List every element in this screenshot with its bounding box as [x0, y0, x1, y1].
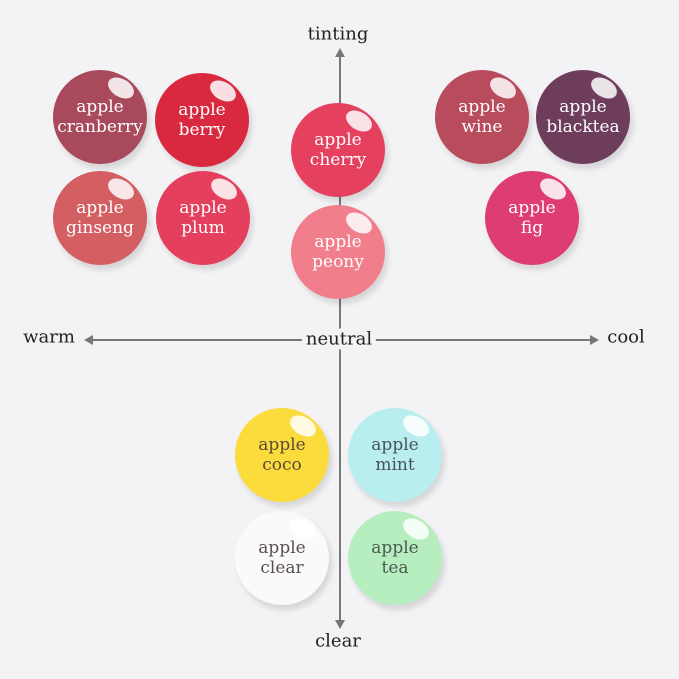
swatch-label: fig [520, 218, 544, 238]
swatch-blacktea: apple blacktea [536, 70, 630, 164]
swatch-label: apple [258, 435, 306, 455]
swatch-wine: apple wine [435, 70, 529, 164]
swatch-label: berry [178, 120, 226, 140]
arrow-down-icon [335, 620, 345, 629]
arrow-right-icon [590, 335, 599, 345]
swatch-ginseng: apple ginseng [53, 171, 147, 265]
swatch-label: ginseng [66, 218, 134, 238]
swatch-cranberry: apple cranberry [53, 70, 147, 164]
swatch-label: apple [258, 538, 306, 558]
axis-label-bottom: clear [315, 630, 361, 652]
swatch-label: apple [458, 97, 506, 117]
swatch-label: apple [314, 130, 362, 150]
swatch-fig: apple fig [485, 171, 579, 265]
swatch-label: cherry [309, 150, 367, 170]
swatch-label: mint [375, 455, 415, 475]
swatch-label: apple [371, 435, 419, 455]
swatch-clear: apple clear [235, 511, 329, 605]
swatch-peony: apple peony [291, 205, 385, 299]
swatch-label: plum [181, 218, 225, 238]
swatch-label: apple [76, 97, 124, 117]
swatch-label: apple [371, 538, 419, 558]
swatch-label: coco [262, 455, 302, 475]
axis-label-left: warm [23, 326, 75, 348]
swatch-label: apple [508, 198, 556, 218]
swatch-berry: apple berry [155, 73, 249, 167]
swatch-label: blacktea [546, 117, 620, 137]
arrow-left-icon [84, 335, 93, 345]
axis-label-right: cool [607, 326, 645, 348]
axis-label-top: tinting [307, 23, 369, 45]
swatch-coco: apple coco [235, 408, 329, 502]
swatch-label: clear [260, 558, 304, 578]
swatch-label: peony [312, 252, 364, 272]
swatch-label: apple [178, 100, 226, 120]
axis-label-center: neutral [301, 328, 377, 350]
swatch-tea: apple tea [348, 511, 442, 605]
swatch-label: tea [381, 558, 409, 578]
swatch-label: cranberry [57, 117, 143, 137]
swatch-label: wine [461, 117, 503, 137]
swatch-label: apple [314, 232, 362, 252]
swatch-label: apple [179, 198, 227, 218]
arrow-up-icon [335, 48, 345, 57]
swatch-cherry: apple cherry [291, 103, 385, 197]
swatch-label: apple [76, 198, 124, 218]
swatch-label: apple [559, 97, 607, 117]
swatch-mint: apple mint [348, 408, 442, 502]
swatch-plum: apple plum [156, 171, 250, 265]
